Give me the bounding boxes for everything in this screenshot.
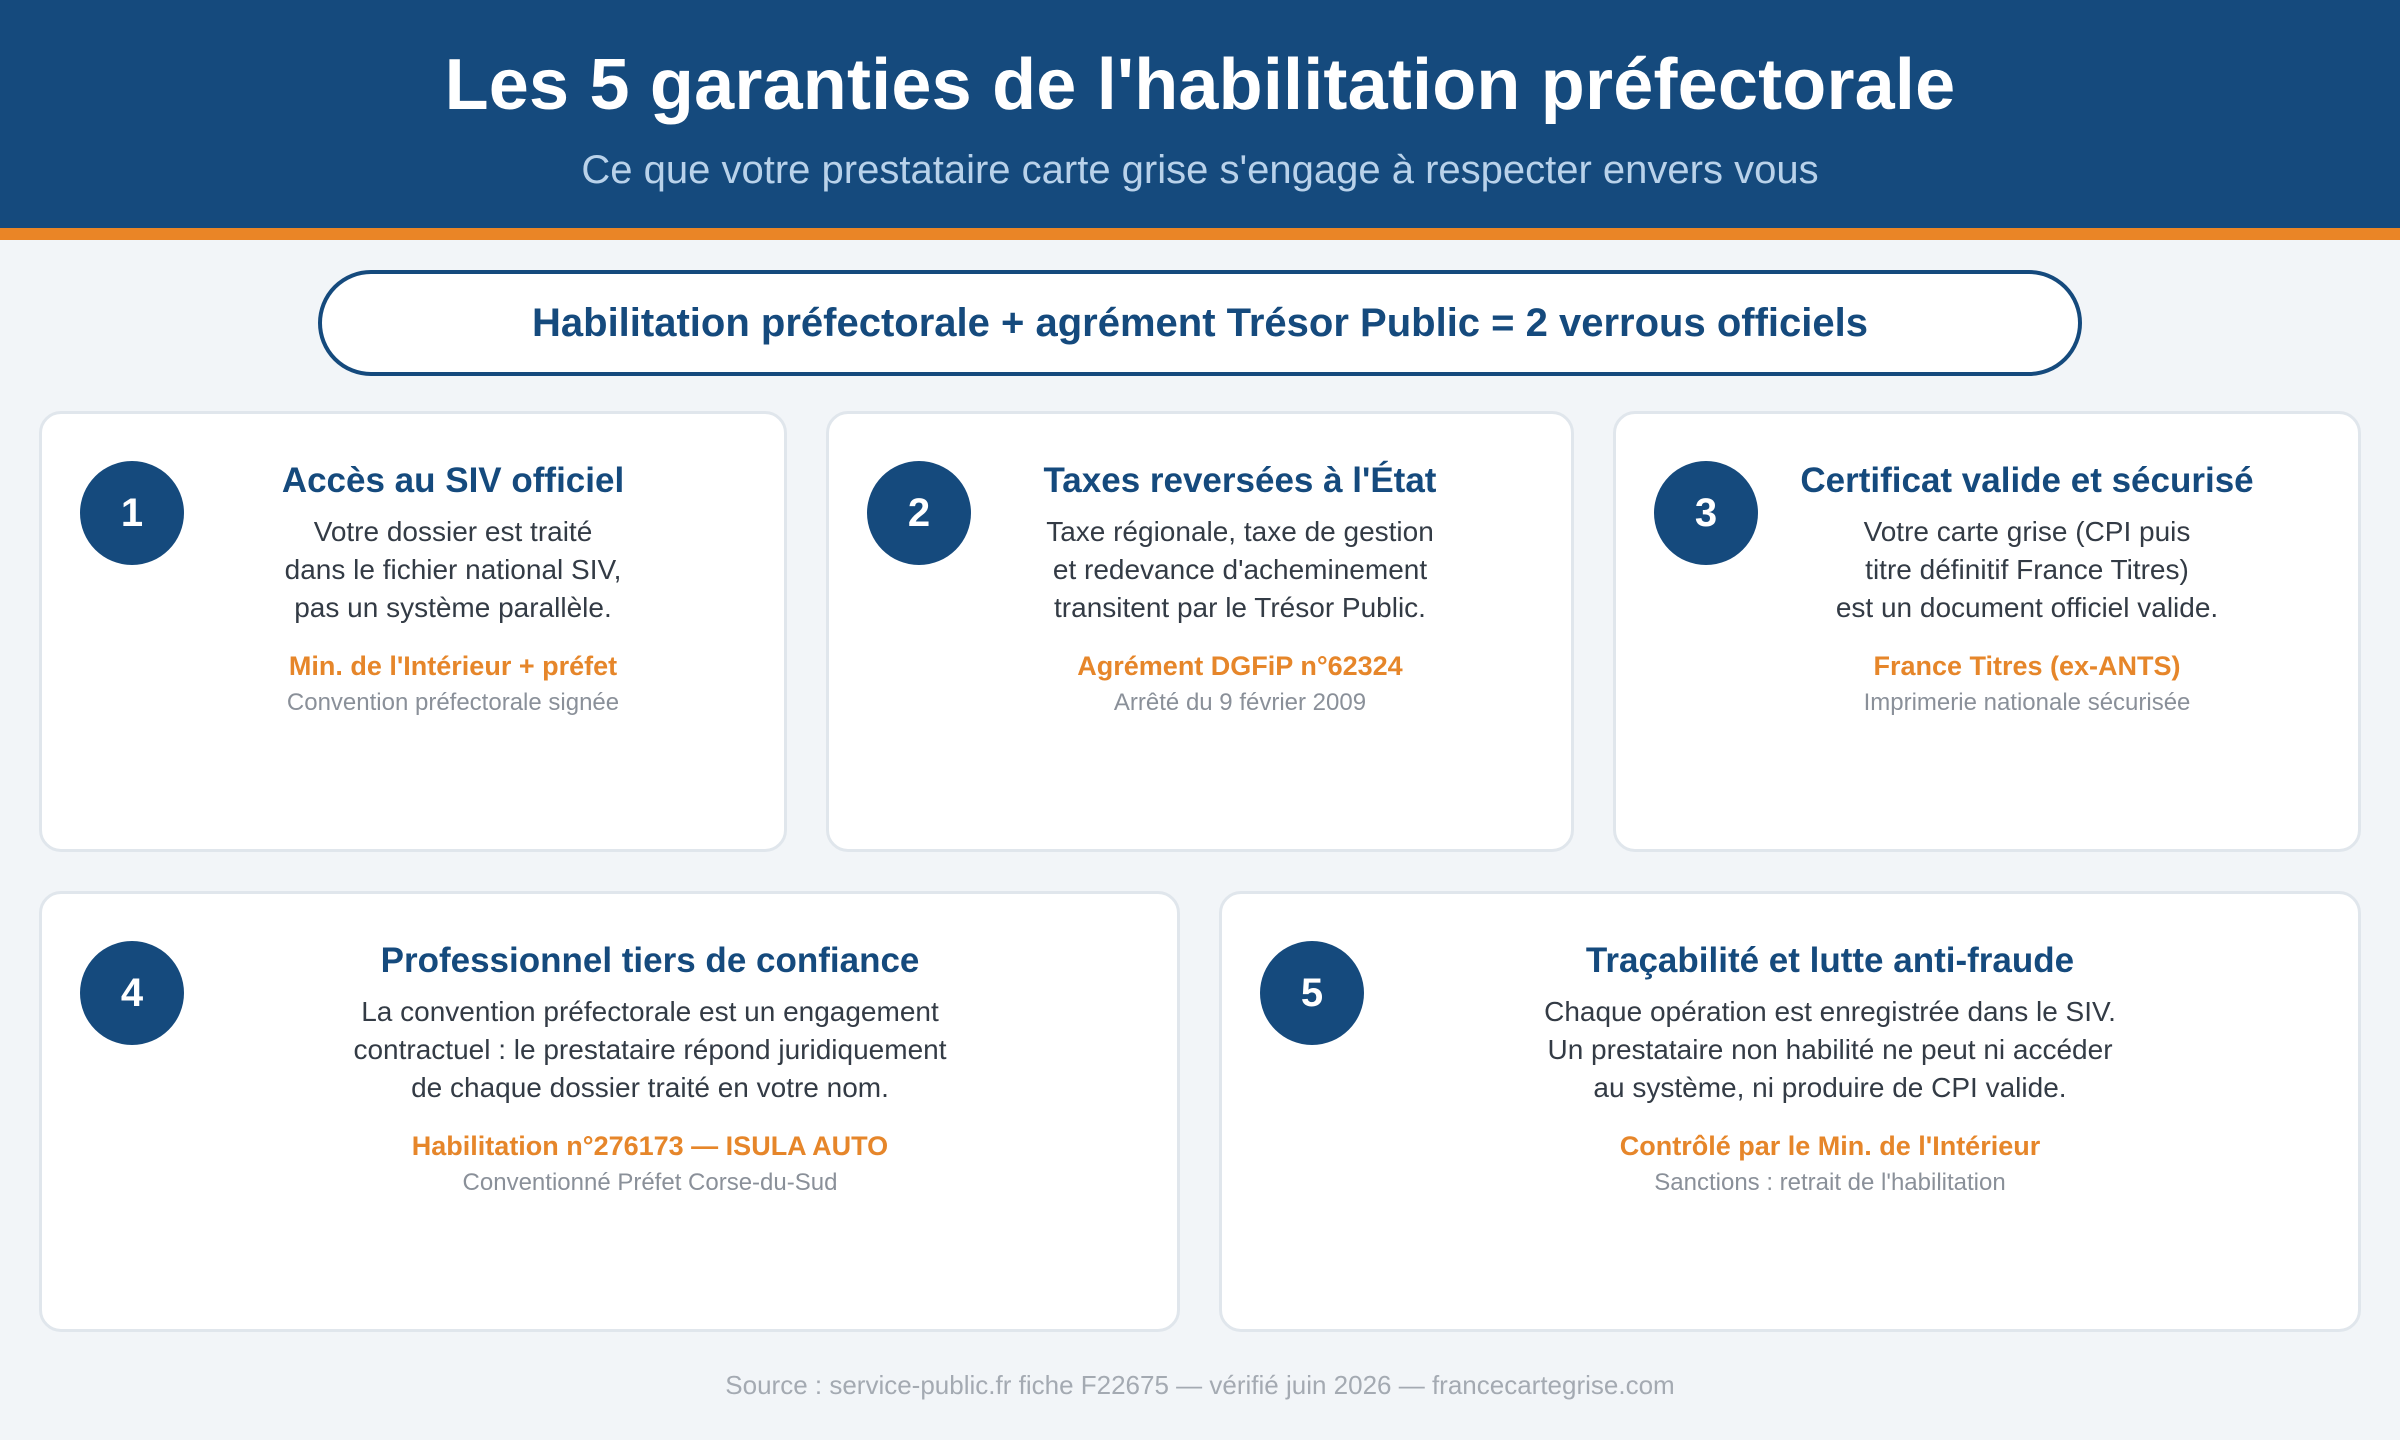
guarantee-note: Convention préfectorale signée xyxy=(286,689,620,716)
guarantee-description-line: dans le fichier national SIV, xyxy=(284,554,622,585)
guarantee-title: Professionnel tiers de confiance xyxy=(380,941,920,980)
guarantee-description-line: Un prestataire non habilité ne peut ni a… xyxy=(1547,1034,2113,1065)
summary-pill: Habilitation préfectorale + agrément Tré… xyxy=(318,270,2082,376)
guarantee-description-line: Taxe régionale, taxe de gestion xyxy=(1046,516,1434,547)
guarantee-description: Votre dossier est traité dans le fichier … xyxy=(103,513,803,627)
guarantee-card-3: 3 Certificat valide et sécurisé Votre cart… xyxy=(1613,411,2361,852)
guarantee-description-line: La convention préfectorale est un engage… xyxy=(361,996,939,1027)
guarantee-note: Conventionné Préfet Corse-du-Sud xyxy=(462,1169,838,1196)
guarantee-number-badge: 4 xyxy=(80,941,184,1045)
guarantee-description-line: contractuel : le prestataire répond juri… xyxy=(353,1034,947,1065)
guarantee-reference: Agrément DGFiP n°62324 xyxy=(1077,651,1403,681)
guarantee-content: Taxes reversées à l'État Taxe régionale, … xyxy=(890,459,1590,719)
guarantee-title: Taxes reversées à l'État xyxy=(1043,461,1437,500)
guarantee-description-line: Chaque opération est enregistrée dans le… xyxy=(1544,996,2116,1027)
guarantee-number-badge: 2 xyxy=(867,461,971,565)
guarantee-description-line: de chaque dossier traité en votre nom. xyxy=(411,1072,889,1103)
guarantee-number-badge: 3 xyxy=(1654,461,1758,565)
guarantee-content: Traçabilité et lutte anti-fraude Chaque o… xyxy=(1480,939,2180,1199)
header-banner: Les 5 garanties de l'habilitation préfec… xyxy=(0,0,2400,240)
guarantee-title: Traçabilité et lutte anti-fraude xyxy=(1585,941,2075,980)
guarantee-number-badge: 5 xyxy=(1260,941,1364,1045)
guarantee-description-line: Votre dossier est traité xyxy=(313,516,593,547)
guarantee-reference: Contrôlé par le Min. de l'Intérieur xyxy=(1619,1131,2041,1161)
guarantee-description-line: et redevance d'acheminement xyxy=(1052,554,1428,585)
guarantee-card-2: 2 Taxes reversées à l'État Taxe régionale,… xyxy=(826,411,1574,852)
guarantee-description-line: pas un système parallèle. xyxy=(294,592,612,623)
guarantee-content: Accès au SIV officiel Votre dossier est t… xyxy=(103,459,803,719)
guarantee-card-1: 1 Accès au SIV officiel Votre dossier est … xyxy=(39,411,787,852)
guarantee-description: Chaque opération est enregistrée dans le… xyxy=(1480,993,2180,1107)
guarantee-description-line: au système, ni produire de CPI valide. xyxy=(1593,1072,2067,1103)
guarantee-title: Certificat valide et sécurisé xyxy=(1800,461,2254,500)
guarantee-description: La convention préfectorale est un engage… xyxy=(300,993,1000,1107)
guarantee-note: Imprimerie nationale sécurisée xyxy=(1863,689,2191,716)
guarantee-reference: France Titres (ex-ANTS) xyxy=(1873,651,2181,681)
guarantee-reference: Habilitation n°276173 — ISULA AUTO xyxy=(411,1131,889,1161)
guarantee-description-line: est un document officiel valide. xyxy=(1835,592,2219,623)
guarantee-title: Accès au SIV officiel xyxy=(281,461,625,500)
guarantee-card-5: 5 Traçabilité et lutte anti-fraude Chaque … xyxy=(1219,891,2361,1332)
page-subtitle: Ce que votre prestataire carte grise s'e… xyxy=(581,148,1819,192)
guarantee-description-line: Votre carte grise (CPI puis xyxy=(1863,516,2191,547)
guarantee-note: Sanctions : retrait de l'habilitation xyxy=(1654,1169,2006,1196)
guarantee-description: Votre carte grise (CPI puis titre définit… xyxy=(1677,513,2377,627)
guarantee-description-line: transitent par le Trésor Public. xyxy=(1054,592,1426,623)
guarantee-reference: Min. de l'Intérieur + préfet xyxy=(288,651,618,681)
summary-pill-text: Habilitation préfectorale + agrément Tré… xyxy=(532,300,1868,345)
guarantee-description: Taxe régionale, taxe de gestion et redeva… xyxy=(890,513,1590,627)
guarantee-card-4: 4 Professionnel tiers de confiance La conv… xyxy=(39,891,1180,1332)
footer-source: Source : service-public.fr fiche F22675 … xyxy=(725,1370,1675,1400)
guarantee-content: Certificat valide et sécurisé Votre carte… xyxy=(1677,459,2377,719)
page-title: Les 5 garanties de l'habilitation préfec… xyxy=(444,45,1956,125)
guarantee-number-badge: 1 xyxy=(80,461,184,565)
guarantee-content: Professionnel tiers de confiance La conve… xyxy=(300,939,1000,1199)
guarantee-description-line: titre définitif France Titres) xyxy=(1865,554,2189,585)
guarantee-note: Arrêté du 9 février 2009 xyxy=(1113,689,1367,716)
